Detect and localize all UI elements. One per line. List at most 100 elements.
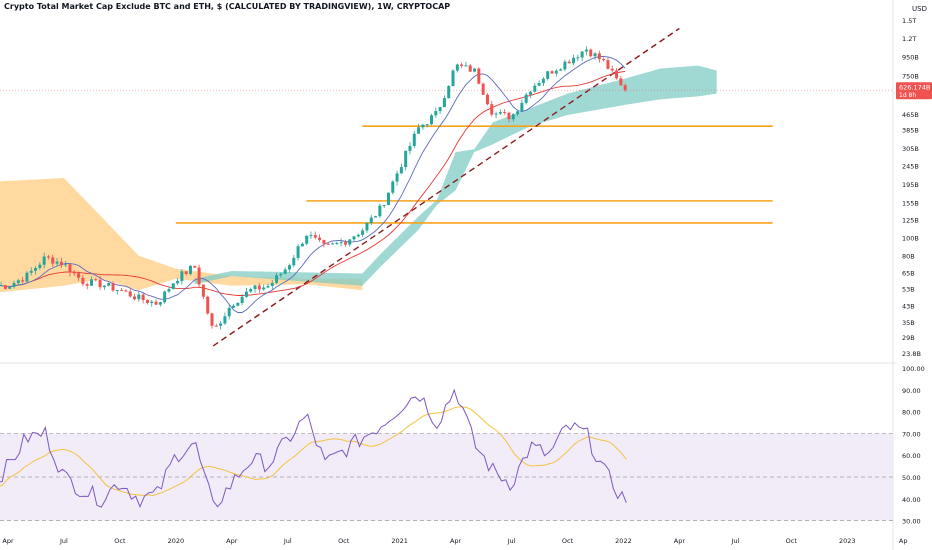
candle-body bbox=[503, 112, 507, 114]
candle-body bbox=[507, 112, 511, 120]
rsi-tick-label: 90.00 bbox=[902, 387, 921, 395]
candle-body bbox=[425, 124, 429, 126]
candle-body bbox=[442, 98, 446, 108]
candle-body bbox=[520, 102, 524, 112]
candle-body bbox=[107, 283, 111, 286]
price-tick-label: 29B bbox=[902, 334, 915, 342]
time-tick-label: Jul bbox=[730, 537, 739, 545]
candle-body bbox=[589, 49, 593, 57]
candle-body bbox=[352, 236, 356, 240]
candle-body bbox=[232, 305, 236, 308]
candle-body bbox=[81, 277, 85, 285]
candle-body bbox=[477, 68, 481, 84]
candle-body bbox=[572, 57, 576, 64]
time-tick-label: Jul bbox=[507, 537, 516, 545]
time-tick-label: Jul bbox=[283, 537, 292, 545]
candle-body bbox=[21, 280, 25, 282]
candle-body bbox=[391, 181, 395, 193]
candle-body bbox=[98, 279, 102, 288]
candle-body bbox=[176, 280, 180, 284]
currency-label: USD bbox=[912, 5, 927, 13]
rsi-tick-label: 50.00 bbox=[902, 474, 921, 482]
candle-body bbox=[382, 204, 386, 206]
candle-body bbox=[89, 279, 93, 286]
price-tick-label: 465B bbox=[902, 111, 919, 119]
candle-body bbox=[219, 323, 223, 326]
candle-body bbox=[610, 68, 614, 71]
time-tick-label: Oct bbox=[786, 537, 798, 545]
candle-body bbox=[158, 302, 162, 305]
time-tick-label: Oct bbox=[562, 537, 574, 545]
candle-body bbox=[55, 261, 59, 264]
price-tick-label: 950B bbox=[902, 54, 919, 62]
candle-body bbox=[412, 133, 416, 147]
price-tick-label: 53B bbox=[902, 286, 915, 294]
candle-body bbox=[270, 282, 274, 286]
rsi-tick-label: 80.00 bbox=[902, 409, 921, 417]
time-tick-label: 2023 bbox=[839, 537, 856, 545]
candle-body bbox=[210, 313, 214, 326]
candle-body bbox=[296, 246, 300, 258]
candle-body bbox=[606, 60, 610, 69]
candle-body bbox=[38, 264, 42, 268]
candle-body bbox=[163, 291, 167, 303]
candle-body bbox=[59, 261, 63, 266]
candle-body bbox=[25, 272, 29, 282]
candle-body bbox=[421, 124, 425, 128]
candle-body bbox=[257, 285, 261, 290]
candle-body bbox=[438, 107, 442, 112]
candle-body bbox=[94, 279, 98, 281]
candle-body bbox=[141, 294, 145, 301]
price-tick-label: 750B bbox=[902, 73, 919, 81]
candle-body bbox=[473, 68, 477, 72]
candle-body bbox=[0, 285, 3, 287]
candle-body bbox=[318, 237, 322, 241]
candle-body bbox=[313, 235, 317, 238]
price-tick-label: 195B bbox=[902, 181, 919, 189]
price-tick-label: 23.8B bbox=[902, 350, 921, 358]
candle-body bbox=[115, 290, 119, 292]
chart-title: Crypto Total Market Cap Exclude BTC and … bbox=[4, 2, 451, 11]
candle-body bbox=[16, 280, 20, 284]
rsi-tick-label: 100.00 bbox=[902, 365, 925, 373]
candle-body bbox=[429, 115, 433, 125]
candle-body bbox=[580, 51, 584, 58]
candle-body bbox=[361, 230, 365, 235]
candle-body bbox=[120, 290, 124, 292]
candle-body bbox=[511, 114, 515, 120]
time-tick-label: Jul bbox=[59, 537, 68, 545]
candle-body bbox=[395, 173, 399, 182]
last-price-badge-countdown: 1d 8h bbox=[899, 92, 916, 99]
rsi-line bbox=[0, 388, 627, 509]
price-tick-label: 245B bbox=[902, 163, 919, 171]
price-tick-label: 385B bbox=[902, 126, 919, 134]
candle-body bbox=[29, 270, 33, 273]
rsi-tick-label: 40.00 bbox=[902, 496, 921, 504]
candle-body bbox=[244, 291, 248, 297]
price-tick-label: 305B bbox=[902, 145, 919, 153]
candle-body bbox=[550, 71, 554, 74]
candle-body bbox=[494, 113, 498, 115]
price-tick-label: 155B bbox=[902, 199, 919, 207]
candle-body bbox=[331, 243, 335, 245]
candle-body bbox=[348, 239, 352, 245]
candle-body bbox=[533, 85, 537, 92]
candle-body bbox=[68, 264, 72, 273]
candle-body bbox=[374, 216, 378, 218]
candle-body bbox=[197, 267, 201, 285]
candle-body bbox=[322, 240, 326, 244]
candle-body bbox=[3, 285, 7, 289]
candle-body bbox=[516, 111, 520, 115]
candle-body bbox=[455, 64, 459, 71]
candle-body bbox=[223, 316, 227, 324]
kijun-line bbox=[0, 70, 626, 296]
candle-body bbox=[171, 283, 175, 290]
candle-body bbox=[546, 71, 550, 79]
time-tick-label: Apr bbox=[450, 537, 462, 545]
candle-body bbox=[167, 289, 171, 292]
rsi-tick-label: 70.00 bbox=[902, 430, 921, 438]
price-tick-label: 1.5T bbox=[902, 17, 916, 25]
candle-body bbox=[485, 94, 489, 105]
